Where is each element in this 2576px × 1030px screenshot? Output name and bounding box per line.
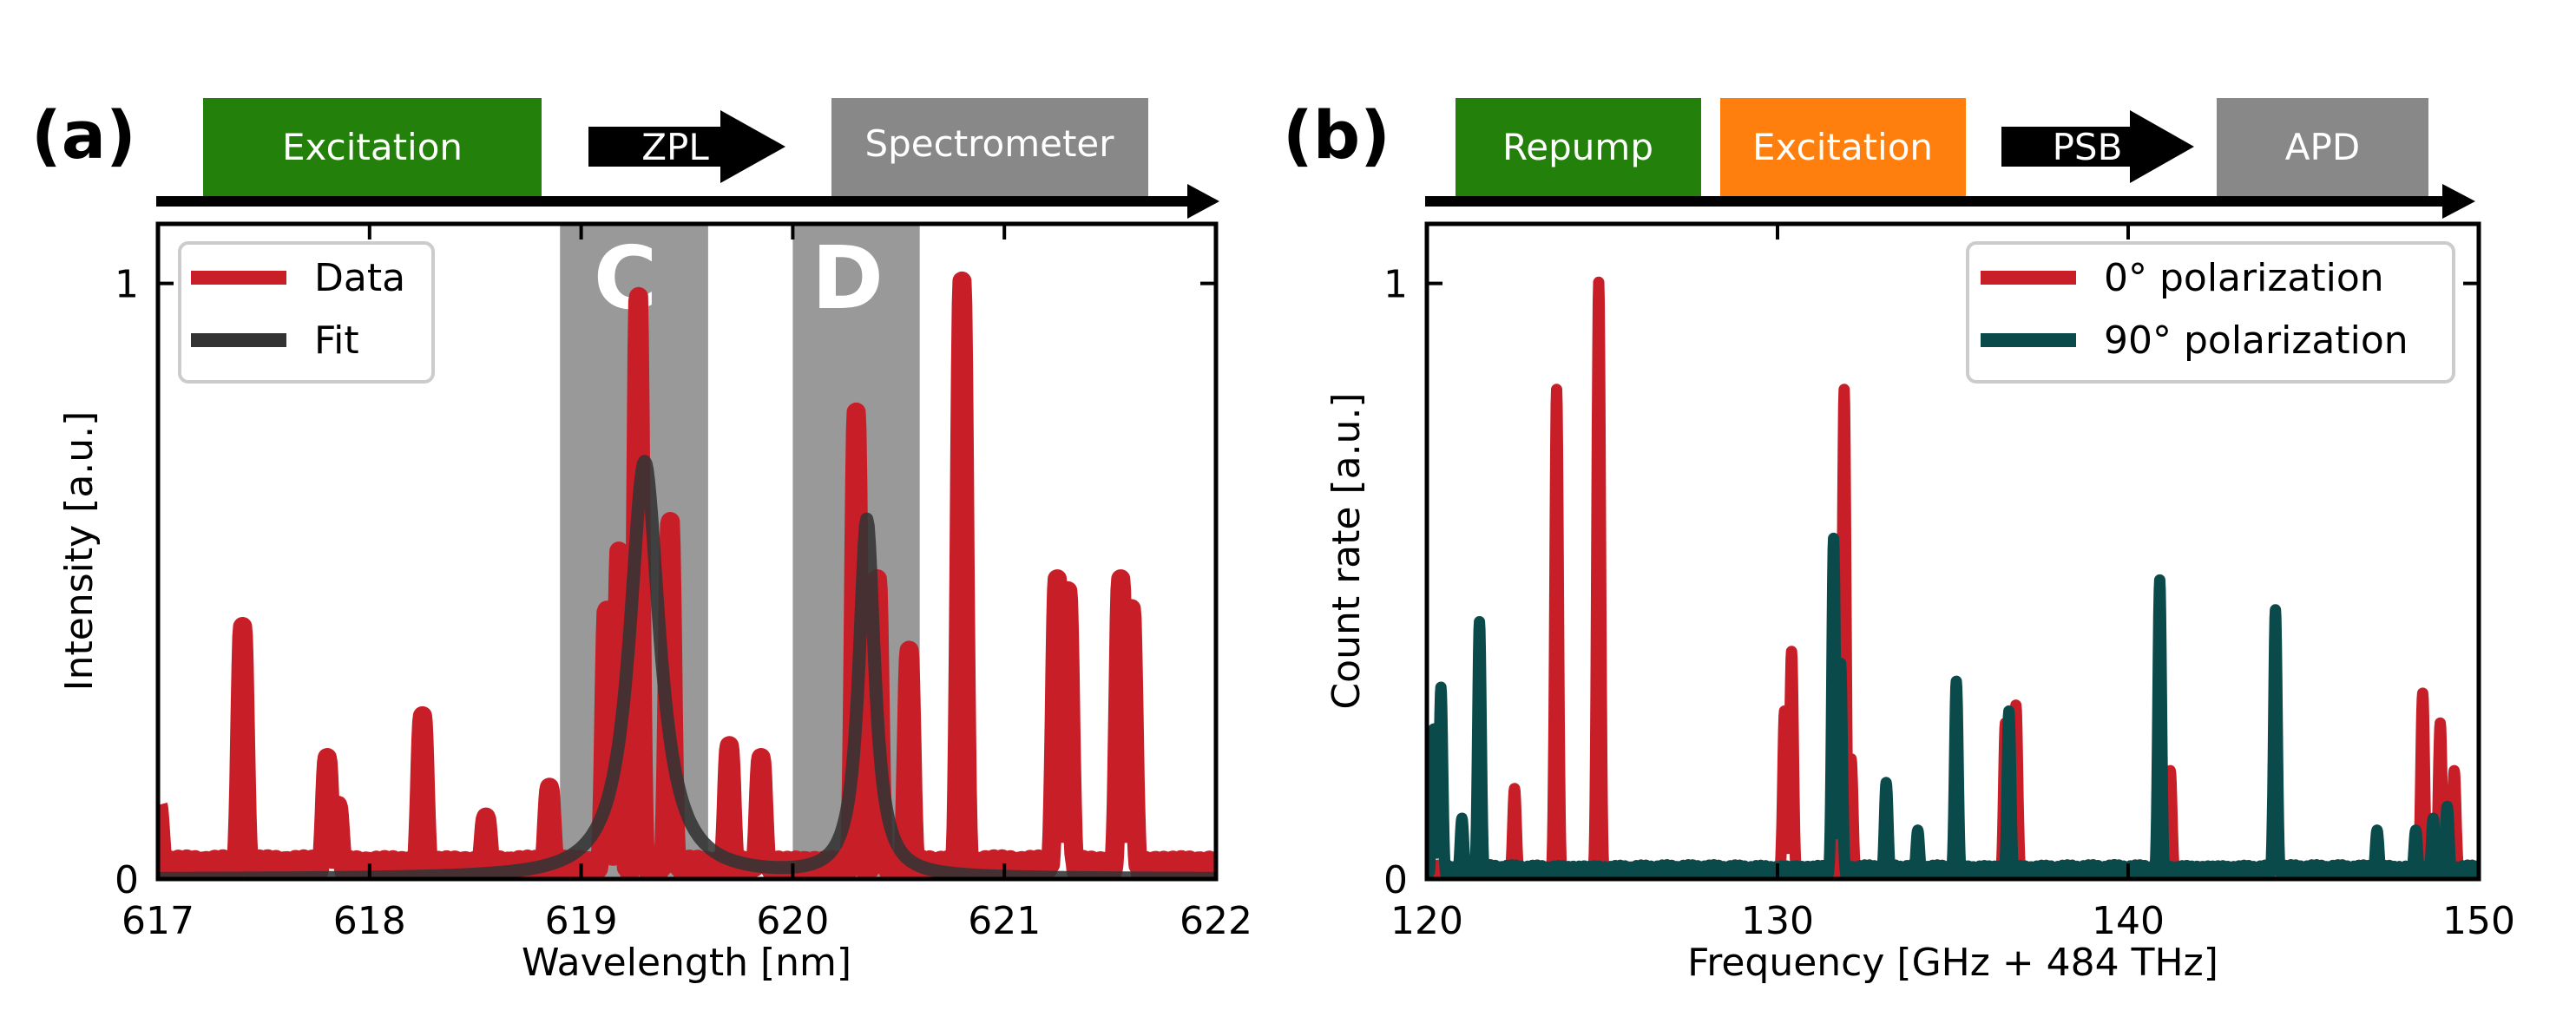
legend-90deg-label: 90° polarization [2104, 318, 2408, 363]
b-ytick-label: 0 [1383, 858, 1408, 902]
ylabel-b: Count rate [a.u.] [1324, 392, 1369, 709]
spectrometer-label: Spectrometer [864, 122, 1114, 165]
sequence-diagram-b: Repump Excitation PSB APD [1425, 98, 2475, 219]
b-xtick-label: 130 [1741, 899, 1814, 943]
region-label-d: D [812, 227, 884, 329]
a-xtick-label: 621 [968, 899, 1041, 943]
xlabel-b: Frequency [GHz + 484 THz] [1687, 941, 2218, 985]
legend-a: Data Fit [178, 241, 435, 384]
panel-b: (b) Repump Excitation PSB APD 120 130 140 [1283, 96, 2515, 985]
time-arrow-b-icon [2442, 184, 2475, 219]
zpl-arrow-icon [588, 110, 785, 183]
series-data-line [158, 271, 1216, 879]
panel-a-label: (a) [31, 96, 136, 174]
legend-b-box [1966, 241, 2455, 384]
repump-label: Repump [1502, 126, 1653, 168]
panel-b-label: (b) [1283, 96, 1390, 174]
b-xtick-label: 120 [1390, 899, 1463, 943]
a-xtick-label: 619 [545, 899, 618, 943]
plot-a-frame [155, 221, 1219, 882]
excitation-label-b: Excitation [1752, 126, 1933, 168]
a-xtick-label: 620 [756, 899, 829, 943]
b-ytick-label: 1 [1383, 263, 1408, 307]
ticks-b: 120 130 140 150 0 1 [1383, 224, 2515, 943]
plot-b-frame [1424, 221, 2481, 882]
psb-arrow-icon [2001, 110, 2194, 183]
b-xtick-label: 140 [2092, 899, 2165, 943]
b-xtick-label: 150 [2442, 899, 2515, 943]
repump-box [1456, 98, 1701, 196]
legend-data-label: Data [314, 256, 405, 300]
xlabel-a: Wavelength [nm] [522, 941, 851, 985]
legend-b: 0° polarization 90° polarization [1966, 241, 2455, 384]
series-90deg-line [1427, 532, 2479, 879]
a-ytick-label: 0 [115, 858, 139, 902]
excitation-label-a: Excitation [282, 126, 463, 168]
ticks-a: 617 618 619 620 621 622 0 1 [115, 224, 1252, 943]
a-xtick-label: 618 [333, 899, 406, 943]
apd-label: APD [2285, 126, 2360, 168]
apd-box [2217, 98, 2428, 196]
spectrometer-box [831, 98, 1148, 196]
a-xtick-label: 622 [1180, 899, 1252, 943]
excitation-box-a [203, 98, 542, 196]
a-xtick-label: 617 [122, 899, 194, 943]
excitation-box-b [1720, 98, 1966, 196]
time-arrow-a-icon [1187, 184, 1219, 219]
legend-fit-label: Fit [314, 318, 359, 363]
a-ytick-label: 1 [115, 263, 139, 307]
legend-0deg-label: 0° polarization [2104, 256, 2384, 300]
ylabel-a: Intensity [a.u.] [57, 411, 102, 692]
zpl-label: ZPL [641, 126, 709, 168]
sequence-diagram-a: Excitation ZPL Spectrometer [156, 98, 1219, 219]
plot-b: 120 130 140 150 0 1 Frequency [GHz + 484 THz]… [1324, 221, 2515, 985]
psb-label: PSB [2053, 126, 2123, 168]
